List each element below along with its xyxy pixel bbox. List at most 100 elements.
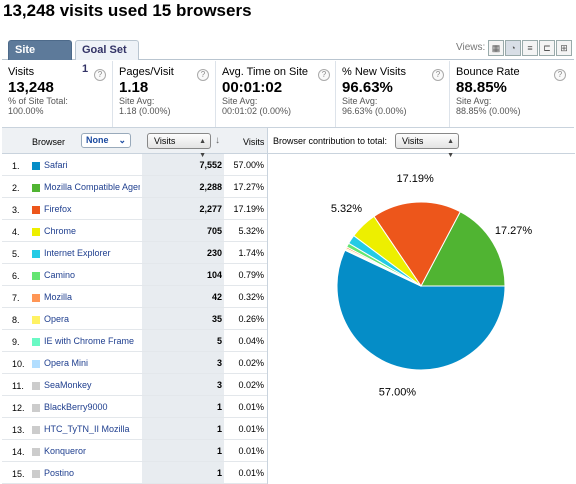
color-swatch [32,426,40,434]
pie-slice[interactable] [336,249,506,371]
browser-link[interactable]: Postino [44,468,75,478]
select-arrows-icon: ▲ ▼ [199,138,206,159]
metric-value: 13,248 [8,79,54,96]
chart-header: Browser contribution to total: Visits ▲ ▼ [268,128,575,159]
browser-link[interactable]: Internet Explorer [44,248,111,258]
browser-link[interactable]: Chrome [44,226,77,236]
row-index: 10. [12,359,25,369]
performance-view-icon[interactable]: ≡ [522,40,538,56]
metric-value: 00:01:02 [222,79,283,96]
tab-goal-set-1[interactable]: Goal Set 1 [75,40,139,75]
help-icon[interactable]: ? [432,69,444,81]
table-row: 8. Opera 35 0.26% [2,308,267,330]
table-row: 2. Mozilla Compatible Agent 2,288 17.27% [2,176,267,198]
color-swatch [32,316,40,324]
chevron-down-icon: ⌄ [118,135,126,145]
visits-pct-value: 17.19% [233,204,264,214]
select-arrows-icon: ▲ ▼ [447,138,454,159]
browser-link[interactable]: Opera [44,314,70,324]
pie-slice[interactable] [344,249,422,287]
visits-value: 705 [206,226,222,236]
browser-link[interactable]: Safari [44,160,68,170]
pie-data-label: 57.00% [379,386,417,398]
metric-sub-label: Site Avg: [119,96,155,106]
visits-pct-value: 0.01% [238,424,264,434]
visits-value: 2,288 [199,182,222,192]
help-icon[interactable]: ? [318,69,330,81]
comparison-view-icon[interactable]: ⊏ [539,40,555,56]
chart-panel: Browser contribution to total: Visits ▲ ▼… [267,128,575,484]
pie-data-label: 5.32% [331,203,362,215]
color-swatch [32,448,40,456]
help-icon[interactable]: ? [94,69,106,81]
visits-value: 104 [206,270,222,280]
color-swatch [32,360,40,368]
table-row: 3. Firefox 2,277 17.19% [2,198,267,220]
browser-link[interactable]: SeaMonkey [44,380,92,390]
visits-value: 3 [216,358,222,368]
color-swatch [32,250,40,258]
table-view-icon[interactable]: ▦ [488,40,504,56]
row-index: 7. [12,293,20,303]
sort-descending-icon[interactable]: ↓ [215,135,220,146]
visits-value: 1 [216,446,222,456]
visits-value: 1 [216,402,222,412]
browser-link[interactable]: HTC_TyTN_II Mozilla [44,424,130,434]
table-header: Browser None ⌄ Visits ▲ ▼ ↓ Visits [2,128,267,159]
metric-sub-label: % of Site Total: [8,96,68,106]
row-index: 3. [12,205,20,215]
browser-link[interactable]: BlackBerry9000 [44,402,108,412]
chart-metric-select[interactable]: Visits ▲ ▼ [395,133,459,159]
pie-data-label: 17.19% [396,173,434,185]
metric-label: % New Visits [342,66,406,78]
tab-site-usage[interactable]: Site Usage [8,40,72,75]
metric-visits: Visits 13,248 % of Site Total: 100.00% ? [2,61,113,127]
visits-value: 7,552 [199,160,222,170]
chart-contribution-label: Browser contribution to total: [273,136,388,146]
table-row: 15. Postino 1 0.01% [2,462,267,484]
row-index: 8. [12,315,20,325]
color-swatch [32,294,40,302]
browser-link[interactable]: Konqueror [44,446,87,456]
browser-link[interactable]: Firefox [44,204,72,214]
table-row: 6. Camino 104 0.79% [2,264,267,286]
browser-column-header: Browser [32,137,66,147]
sort-metric-select[interactable]: Visits ▲ ▼ [147,133,211,159]
visits-pct-value: 0.79% [238,270,264,280]
metric-sub-label: Site Avg: [222,96,258,106]
visits-value: 2,277 [199,204,222,214]
help-icon[interactable]: ? [554,69,566,81]
color-swatch [32,404,40,412]
row-index: 2. [12,183,20,193]
pie-slice[interactable] [373,201,461,287]
browser-link[interactable]: Opera Mini [44,358,89,368]
metric-label: Pages/Visit [119,66,174,78]
row-index: 5. [12,249,20,259]
browser-link[interactable]: IE with Chrome Frame [44,336,135,346]
color-swatch [32,338,40,346]
row-index: 9. [12,337,20,347]
row-index: 14. [12,447,25,457]
browser-table: Browser None ⌄ Visits ▲ ▼ ↓ Visits 1. Safa… [2,128,267,484]
visits-value: 230 [206,248,222,258]
help-icon[interactable]: ? [197,69,209,81]
metric-value: 1.18 [119,79,149,96]
table-row: 14. Konqueror 1 0.01% [2,440,267,462]
row-index: 12. [12,403,25,413]
metric-sub-value: 96.63% (0.00%) [342,106,407,116]
page-title: 13,248 visits used 15 browsers [3,1,252,20]
metric-label: Avg. Time on Site [222,66,309,78]
browser-link[interactable]: Mozilla [44,292,73,302]
table-row: 5. Internet Explorer 230 1.74% [2,242,267,264]
row-index: 15. [12,469,25,479]
secondary-dimension-select[interactable]: None ⌄ [81,133,131,148]
visits-pct-value: 0.02% [238,358,264,368]
visits-value: 35 [211,314,222,324]
pie-slice[interactable] [420,211,506,287]
color-swatch [32,470,40,478]
metric-value: 96.63% [342,79,393,96]
browser-link[interactable]: Camino [44,270,76,280]
browser-link[interactable]: Mozilla Compatible Agent [44,182,140,192]
pivot-view-icon[interactable]: ⊞ [556,40,572,56]
pie-view-icon[interactable]: ◔ [505,40,521,56]
